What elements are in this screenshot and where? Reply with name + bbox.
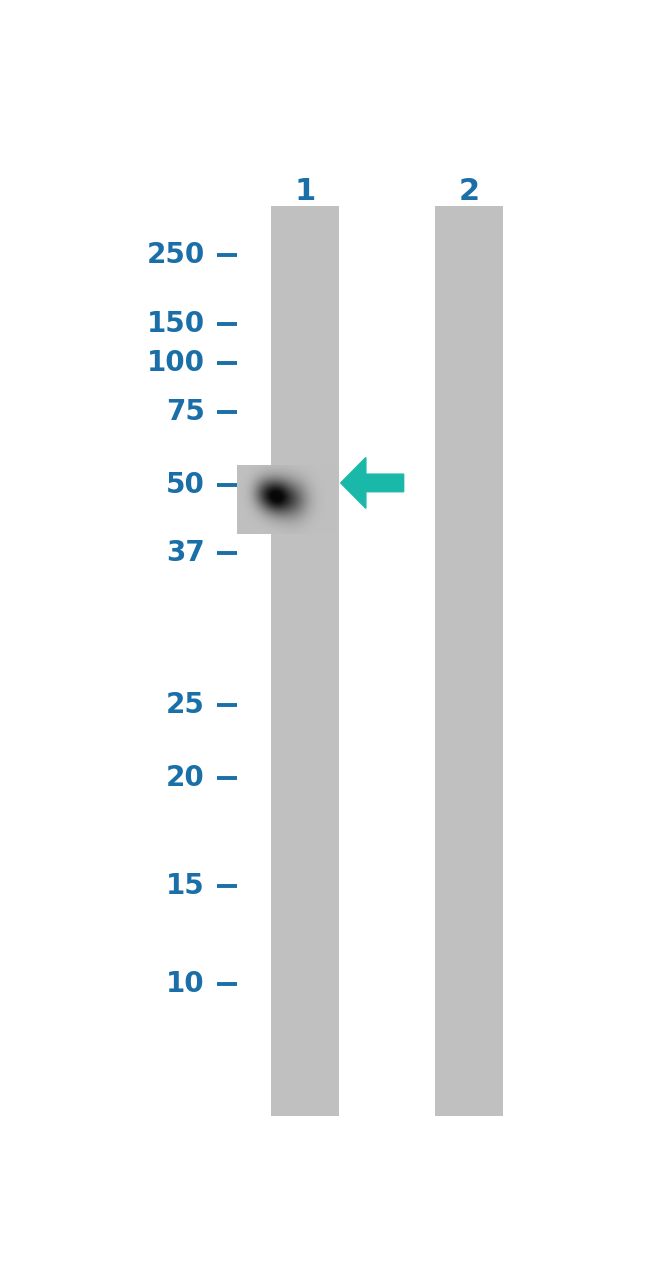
Text: 75: 75 xyxy=(166,398,205,425)
Text: 37: 37 xyxy=(166,540,205,568)
Text: 1: 1 xyxy=(295,177,316,206)
Text: 15: 15 xyxy=(166,871,205,900)
Text: 20: 20 xyxy=(166,765,205,792)
Text: 25: 25 xyxy=(166,691,205,719)
Text: 100: 100 xyxy=(147,349,205,377)
Bar xyxy=(435,206,503,1115)
Text: 50: 50 xyxy=(166,471,205,499)
Text: 2: 2 xyxy=(459,177,480,206)
Text: 250: 250 xyxy=(146,241,205,269)
Text: 10: 10 xyxy=(166,969,205,998)
Bar xyxy=(272,206,339,1115)
FancyArrow shape xyxy=(341,457,404,508)
Text: 150: 150 xyxy=(146,310,205,338)
